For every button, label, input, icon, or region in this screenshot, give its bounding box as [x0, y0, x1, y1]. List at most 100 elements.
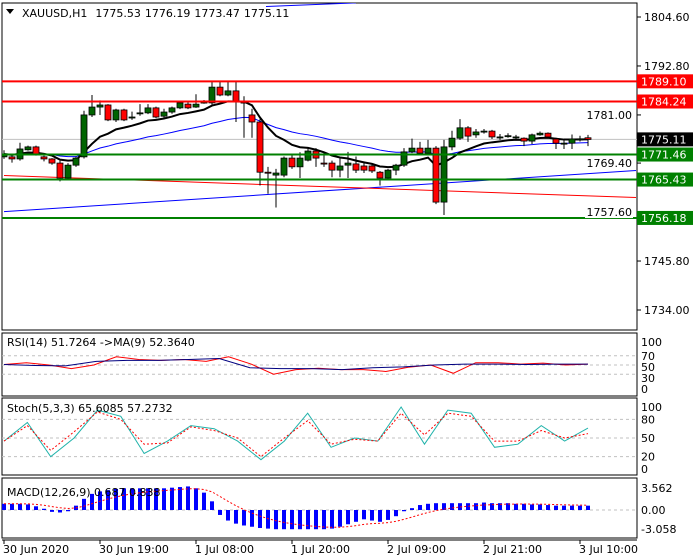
candle-body: [536, 132, 544, 136]
candle: [448, 130, 456, 151]
candle: [136, 104, 144, 116]
rsi-axis-label: 50: [641, 361, 655, 374]
macd-bar: [322, 510, 326, 530]
candle-body: [72, 157, 80, 166]
candle-body: [496, 136, 504, 139]
macd-axis-label: 3.562: [641, 482, 673, 495]
candle: [512, 134, 520, 140]
macd-bar: [178, 487, 182, 510]
candle: [480, 129, 488, 134]
macd-bar: [490, 503, 494, 510]
candle-body: [24, 146, 32, 151]
candle-body: [88, 106, 96, 116]
price-tick-label: 1781.00: [587, 109, 633, 122]
candle: [64, 163, 72, 180]
candle-body: [560, 142, 568, 145]
candle: [504, 133, 512, 138]
price-tick-label: 1734.00: [644, 304, 690, 317]
candle-body: [48, 158, 56, 164]
candle: [496, 134, 504, 140]
candle: [360, 162, 368, 174]
macd-bar: [418, 505, 422, 510]
macd-bar: [114, 488, 118, 510]
candle-body: [368, 165, 376, 172]
macd-bar: [362, 510, 366, 520]
macd-bar: [26, 504, 30, 510]
candle: [72, 156, 80, 167]
macd-bar: [242, 510, 246, 526]
macd-bar: [410, 508, 414, 510]
macd-bar: [306, 510, 310, 530]
candle: [576, 135, 584, 142]
candle: [376, 170, 384, 186]
candle: [424, 139, 432, 155]
current-price-tag: [637, 132, 693, 147]
candle: [120, 108, 128, 122]
candle-body: [584, 137, 592, 140]
candle: [312, 148, 320, 167]
macd-bar: [474, 503, 478, 510]
macd-bar: [122, 488, 126, 510]
macd-bar: [202, 492, 206, 510]
candle-body: [152, 107, 160, 118]
macd-bar: [138, 488, 142, 510]
candle-body: [120, 109, 128, 121]
candle-body: [504, 135, 512, 138]
candle-body: [424, 147, 432, 154]
candle-body: [256, 121, 264, 173]
macd-bar: [370, 510, 374, 521]
macd-signal-line: [4, 488, 589, 528]
candle: [288, 154, 296, 169]
candle: [280, 156, 288, 178]
stoch-axis-label: 80: [641, 413, 655, 426]
candle: [96, 100, 104, 115]
dropdown-triangle-icon[interactable]: [6, 9, 14, 14]
price-tick-label: 1769.40: [587, 157, 633, 170]
rsi-ma-line: [3, 358, 588, 371]
level-tag-label: 1784.24: [641, 95, 687, 108]
main-panel[interactable]: 1804.60 1792.80 1781.00 1769.40 1757.60 1745.…: [1, 2, 693, 541]
macd-bar: [498, 503, 502, 510]
candle-body: [208, 86, 216, 104]
candle-body: [416, 147, 424, 154]
candle-body: [400, 151, 408, 166]
macd-bar: [58, 510, 62, 513]
macd-bar: [186, 486, 190, 510]
macd-bar: [394, 510, 398, 517]
candle-body: [8, 156, 16, 160]
macd-bar: [274, 510, 278, 530]
candle-body: [448, 137, 456, 148]
candle-body: [392, 164, 400, 171]
price-tick-label: 1804.60: [644, 11, 690, 24]
macd-bar: [586, 505, 590, 510]
candle-body: [168, 107, 176, 113]
candle-body: [528, 134, 536, 142]
macd-bar: [50, 510, 54, 512]
candle: [560, 139, 568, 149]
candle: [464, 126, 472, 142]
stoch-main-line: [3, 406, 589, 461]
macd-bar: [10, 503, 14, 510]
stoch-axis-label: 50: [641, 432, 655, 445]
rsi-axis-label: 70: [641, 350, 655, 363]
macd-bar: [266, 510, 270, 529]
level-tag-label: 1771.46: [641, 149, 687, 162]
candle-body: [568, 138, 576, 144]
candle: [432, 146, 440, 205]
time-label: 1 Jul 08:00: [195, 543, 254, 556]
candle: [544, 132, 552, 139]
macd-bar: [194, 488, 198, 510]
macd-bar: [482, 502, 486, 510]
ohlc-open: 1775.53: [95, 7, 141, 20]
candle-body: [32, 146, 40, 155]
candle: [368, 164, 376, 174]
macd-bar: [154, 488, 158, 510]
candle-body: [160, 111, 168, 117]
macd-bar: [378, 510, 382, 522]
panel-frame-2: [1, 397, 638, 476]
level-tag: [637, 210, 693, 225]
macd-bar: [458, 503, 462, 510]
